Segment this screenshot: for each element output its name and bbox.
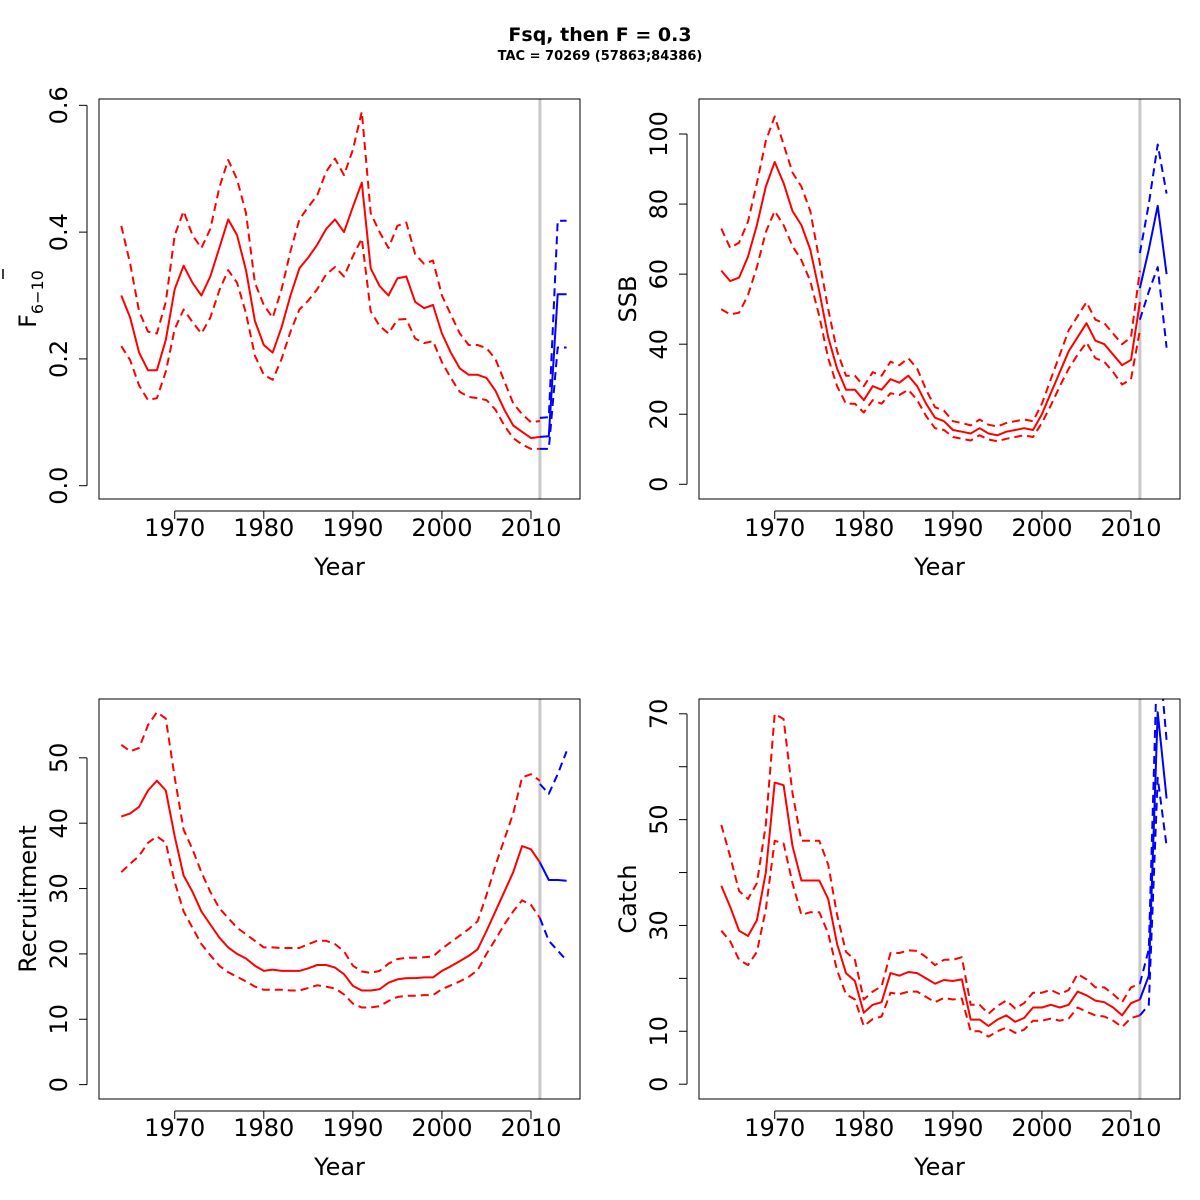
x-tick-label: 2010 bbox=[500, 1114, 561, 1142]
series-catch-upper-history bbox=[720, 712, 1141, 1015]
series-recruitment-lower-forecast bbox=[538, 917, 568, 962]
x-tick-label: 1970 bbox=[144, 1114, 205, 1142]
plot-frame-fbar bbox=[98, 98, 581, 500]
series-group-ssb bbox=[720, 115, 1168, 443]
plot-frame-ssb bbox=[698, 98, 1181, 500]
series-group-catch bbox=[720, 699, 1168, 1038]
series-ssb-upper-history bbox=[720, 115, 1141, 428]
series-recruitment-upper-history bbox=[120, 711, 541, 974]
x-axis-title-recruitment: Year bbox=[313, 1153, 365, 1181]
series-catch-est-forecast bbox=[1138, 711, 1168, 1000]
y-tick-label: 40 bbox=[645, 329, 673, 360]
x-tick-label: 2010 bbox=[1100, 1114, 1161, 1142]
series-recruitment-lower-history bbox=[120, 835, 541, 1009]
y-axis-catch: 0 10 30 50 70 bbox=[645, 699, 688, 1092]
y-axis-recruitment: 0 10 20 30 40 50 bbox=[45, 743, 88, 1092]
panel-catch: 1970 1980 1990 2000 2010 Year 0 10 30 50 70 Catch bbox=[614, 698, 1181, 1181]
x-tick-label: 2010 bbox=[500, 514, 561, 542]
series-group-recruitment bbox=[120, 711, 568, 1009]
series-recruitment-upper-forecast bbox=[539, 750, 568, 795]
x-tick-label: 1970 bbox=[744, 1114, 805, 1142]
series-ssb-est-history bbox=[720, 161, 1141, 437]
series-fbar-est-forecast bbox=[539, 293, 567, 438]
series-fbar-est-history bbox=[120, 181, 541, 440]
x-axis-title-ssb: Year bbox=[913, 553, 965, 581]
series-group-fbar bbox=[120, 110, 567, 450]
series-fbar-lower-history bbox=[120, 237, 540, 450]
plot-frame-catch bbox=[698, 698, 1181, 1100]
y-tick-label: 30 bbox=[45, 873, 73, 904]
y-axis-title-recruitment: Recruitment bbox=[14, 825, 42, 972]
series-recruitment-est-forecast bbox=[539, 861, 567, 882]
series-catch-lower-forecast bbox=[1139, 776, 1168, 1017]
y-tick-label: 10 bbox=[645, 1016, 673, 1047]
y-tick-label: 0 bbox=[645, 477, 673, 492]
y-tick-label: 10 bbox=[45, 1004, 73, 1035]
x-tick-label: 2000 bbox=[1011, 1114, 1072, 1142]
y-tick-label: 50 bbox=[45, 743, 73, 774]
panel-recruitment: 1970 1980 1990 2000 2010 Year 0 10 20 30 40 50 Recru… bbox=[14, 698, 581, 1181]
y-tick-label: 20 bbox=[45, 939, 73, 970]
series-ssb-lower-forecast bbox=[1138, 266, 1168, 348]
y-tick-label: 50 bbox=[645, 804, 673, 835]
series-catch-upper-forecast bbox=[1138, 699, 1168, 984]
x-axis-title-catch: Year bbox=[913, 1153, 965, 1181]
chart-panels: 1970 1980 1990 2000 2010Year0.00.20.40.6F6−1… bbox=[2, 86, 1181, 1181]
y-tick-label: 100 bbox=[645, 111, 673, 157]
x-axis-catch: 1970 1980 1990 2000 2010 bbox=[744, 1110, 1162, 1142]
x-tick-label: 2000 bbox=[1011, 514, 1072, 542]
series-ssb-lower-history bbox=[720, 210, 1141, 443]
x-tick-label: 1980 bbox=[833, 1114, 894, 1142]
x-axis-ssb: 1970 1980 1990 2000 2010 bbox=[744, 510, 1162, 542]
y-tick-label: 60 bbox=[645, 259, 673, 290]
y-axis-title-ssb: SSB bbox=[614, 276, 642, 323]
y-axis-title-catch: Catch bbox=[614, 864, 642, 933]
y-tick-label: 40 bbox=[45, 808, 73, 839]
y-tick-label: 0.0 bbox=[45, 467, 73, 505]
y-tick-label: 0.4 bbox=[45, 213, 73, 251]
x-tick-label: 2000 bbox=[411, 514, 472, 542]
x-tick-label: 2000 bbox=[411, 1114, 472, 1142]
figure-title: Fsq, then F = 0.3 bbox=[508, 24, 691, 46]
x-axis-title-fbar: Year bbox=[313, 553, 365, 581]
series-ssb-upper-forecast bbox=[1138, 143, 1168, 254]
y-tick-label: 0 bbox=[45, 1077, 73, 1092]
series-fbar-lower-forecast bbox=[539, 346, 567, 450]
x-tick-label: 1980 bbox=[233, 1114, 294, 1142]
x-tick-label: 1980 bbox=[833, 514, 894, 542]
y-axis-ssb: 0 20 40 60 80 100 bbox=[645, 111, 688, 492]
series-catch-est-history bbox=[720, 781, 1141, 1027]
series-recruitment-est-history bbox=[120, 779, 541, 992]
y-tick-label: 0.2 bbox=[45, 340, 73, 378]
x-axis-fbar: 1970 1980 1990 2000 2010 bbox=[144, 510, 562, 542]
y-axis-title-fbar: F6−10 bbox=[14, 270, 47, 328]
figure-subtitle: TAC = 70269 (57863;84386) bbox=[498, 49, 703, 64]
series-fbar-upper-forecast bbox=[539, 219, 567, 419]
y-axis-title-subscript: 6−10 bbox=[28, 270, 47, 314]
y-tick-label: 70 bbox=[645, 699, 673, 730]
x-tick-label: 1970 bbox=[744, 514, 805, 542]
y-tick-label: 30 bbox=[645, 910, 673, 941]
x-tick-label: 1990 bbox=[322, 514, 383, 542]
plot-frame-recruitment bbox=[98, 698, 581, 1100]
y-tick-label: 0.6 bbox=[45, 86, 73, 124]
y-tick-label: 0 bbox=[645, 1077, 673, 1092]
y-tick-label: 20 bbox=[645, 399, 673, 430]
y-axis-fbar: 0.0 0.2 0.4 0.6 bbox=[45, 86, 88, 505]
x-tick-label: 1970 bbox=[144, 514, 205, 542]
series-catch-lower-history bbox=[720, 839, 1141, 1038]
panel-fbar: 1970 1980 1990 2000 2010 Year 0.0 0.2 0.4 0.6 F6−1… bbox=[2, 86, 581, 581]
x-tick-label: 2010 bbox=[1100, 514, 1161, 542]
x-tick-label: 1990 bbox=[322, 1114, 383, 1142]
x-tick-label: 1990 bbox=[922, 514, 983, 542]
panel-ssb: 1970 1980 1990 2000 2010 Year 0 20 40 60 80 100 SSB bbox=[614, 98, 1181, 581]
series-ssb-est-forecast bbox=[1138, 204, 1168, 289]
y-tick-label: 80 bbox=[645, 189, 673, 220]
x-tick-label: 1980 bbox=[233, 514, 294, 542]
x-axis-recruitment: 1970 1980 1990 2000 2010 bbox=[144, 1110, 562, 1142]
series-fbar-upper-history bbox=[120, 110, 541, 424]
x-tick-label: 1990 bbox=[922, 1114, 983, 1142]
